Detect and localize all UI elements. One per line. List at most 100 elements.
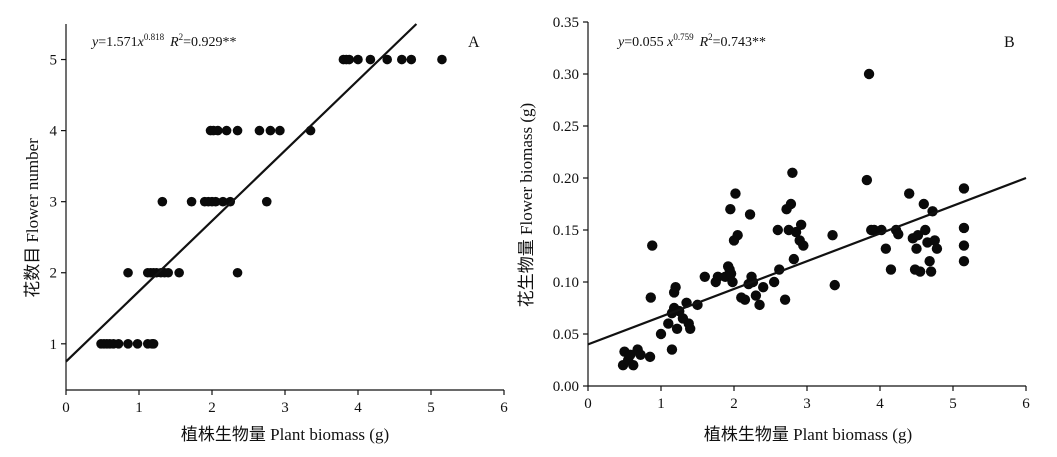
panel-a-data-point — [148, 339, 159, 349]
panel-b-data-point — [885, 264, 897, 275]
panel-b-y-label: 花生物量 Flower biomass (g) — [517, 103, 536, 307]
panel-b-data-point — [880, 243, 892, 254]
panel-a-x-tick-label: 3 — [281, 400, 289, 416]
panel-b-data-point — [868, 224, 880, 236]
panel-b-x-tick-label: 2 — [730, 396, 738, 412]
panel-a-x-tick-label: 1 — [135, 400, 143, 416]
panel-b-data-point — [699, 271, 710, 282]
panel-a-data-point — [365, 54, 376, 65]
panel-b-data-point — [925, 266, 937, 277]
panel-b-axes: 0 1 2 3 4 5 6 0.00 0.05 0.10 0.15 0.20 0.25 0.30 0.35 — [553, 15, 1031, 412]
panel-a-axes: 0 1 2 3 4 5 6 1 2 3 4 5 — [50, 24, 508, 416]
panel-b-equation: y=0.055 x0.759 R2=0.743** — [616, 32, 766, 50]
panel-b-data-point — [924, 256, 935, 267]
panel-b-data-point — [904, 188, 915, 199]
panel-a-y-tick-label: 2 — [50, 266, 58, 282]
panel-b-data-point — [768, 276, 780, 288]
panel-b-data-point — [732, 230, 743, 241]
panel-b-data-point — [647, 240, 658, 251]
panel-a-data-point — [261, 196, 272, 207]
panel-b-x-tick-label: 3 — [803, 396, 811, 412]
panel-b-y-tick-label: 0.35 — [553, 15, 579, 31]
panel-b-data-point — [790, 226, 802, 238]
panel-b-y-tick-label: 0.25 — [553, 119, 579, 135]
panel-a-data-point — [225, 196, 236, 207]
panel-a-y-tick-label: 4 — [50, 124, 58, 140]
panel-a-data-point — [210, 196, 221, 207]
panel-b-data-point — [644, 351, 656, 363]
panel-b-y-tick-label: 0.20 — [553, 171, 579, 187]
panel-b-data-point — [912, 230, 924, 241]
panel-a-data-point — [232, 125, 243, 136]
panel-b-data-point — [798, 240, 809, 251]
panel-b-data-point — [829, 279, 840, 291]
panel-b-data-point — [863, 68, 875, 80]
panel-a: 0 1 2 3 4 5 6 1 2 3 4 5 y=1.571x0.818 R2=0.929** A 植… — [23, 23, 508, 444]
panel-a-data-point — [353, 54, 363, 65]
panel-b-data-point — [958, 256, 970, 267]
panel-b-data-point — [795, 219, 807, 230]
panel-b-data-point — [727, 276, 738, 288]
panel-b-data-point — [712, 271, 724, 282]
panel-b-x-tick-label: 5 — [949, 396, 957, 412]
panel-b-data-point — [827, 230, 838, 241]
panel-a-y-label: 花数目 Flower number — [23, 138, 42, 298]
panel-b-data-point — [958, 183, 970, 194]
panel-a-y-tick-label: 1 — [50, 337, 58, 353]
panel-b-x-tick-label: 4 — [876, 396, 884, 412]
panel-b-data-point — [758, 282, 769, 293]
panel-b-data-point — [788, 253, 800, 265]
panel-a-data-point — [218, 196, 228, 207]
panel-a-data-point — [232, 267, 243, 278]
panel-a-y-tick-label: 3 — [50, 195, 58, 211]
panel-b-y-tick-label: 0.10 — [553, 275, 579, 291]
panel-a-x-tick-label: 6 — [500, 400, 508, 416]
panel-b-data-point — [911, 243, 922, 254]
panel-b-data-point — [920, 224, 931, 236]
panel-a-x-tick-label: 0 — [62, 400, 70, 416]
panel-b-data-point — [744, 209, 756, 220]
panel-a-data-point — [275, 125, 285, 136]
panel-b-data-point — [779, 294, 791, 305]
panel-a-y-tick-label: 5 — [50, 53, 58, 69]
panel-b-data-point — [893, 228, 904, 240]
panel-b-data-point — [914, 266, 926, 277]
panel-b-data-point — [931, 243, 943, 254]
panel-a-data-point — [221, 125, 232, 136]
panel-b-data-point — [663, 318, 674, 329]
panel-b-data-point — [670, 282, 681, 293]
panel-b-data-point — [958, 222, 970, 234]
panel-b-x-tick-label: 0 — [584, 396, 592, 412]
panel-b-data-point — [754, 299, 765, 311]
panel-b-data-point — [628, 360, 639, 371]
panel-a-x-tick-label: 2 — [208, 400, 216, 416]
panel-a-data-point — [406, 54, 417, 65]
panel-a-fit-line — [65, 23, 418, 363]
panel-b-y-tick-label: 0.05 — [553, 327, 579, 343]
panel-a-data-point — [157, 196, 168, 207]
panel-a-letter: A — [468, 34, 480, 51]
panel-b-data-point — [625, 349, 636, 360]
panel-b-data-point — [929, 235, 940, 246]
panel-b-data-point — [666, 344, 678, 355]
panel-a-data-point — [132, 339, 143, 349]
panel-b-data-point — [918, 198, 929, 210]
panel-a-data-point — [382, 54, 393, 65]
panel-a-equation: y=1.571x0.818 R2=0.929** — [90, 32, 237, 50]
panel-a-data-point — [397, 54, 407, 65]
panel-a-data-point — [123, 339, 133, 349]
panel-b-y-tick-label: 0.00 — [553, 379, 579, 395]
panel-b-data-point — [787, 167, 798, 178]
panel-a-data-point — [254, 125, 265, 136]
panel-b-x-label: 植株生物量 Plant biomass (g) — [704, 425, 912, 444]
panel-b-data-point — [725, 204, 736, 215]
panel-a-x-label: 植株生物量 Plant biomass (g) — [181, 425, 389, 444]
panel-a-data-point — [123, 267, 133, 278]
panel-b: 0 1 2 3 4 5 60.000.050.100.150.200.250.300.35 … — [517, 15, 1030, 444]
panel-a-data-point — [163, 267, 173, 278]
panel-b-letter: B — [1004, 34, 1015, 51]
panel-b-data-point — [655, 328, 667, 340]
panel-b-data-point — [685, 323, 696, 334]
panel-b-data-point — [739, 294, 751, 305]
